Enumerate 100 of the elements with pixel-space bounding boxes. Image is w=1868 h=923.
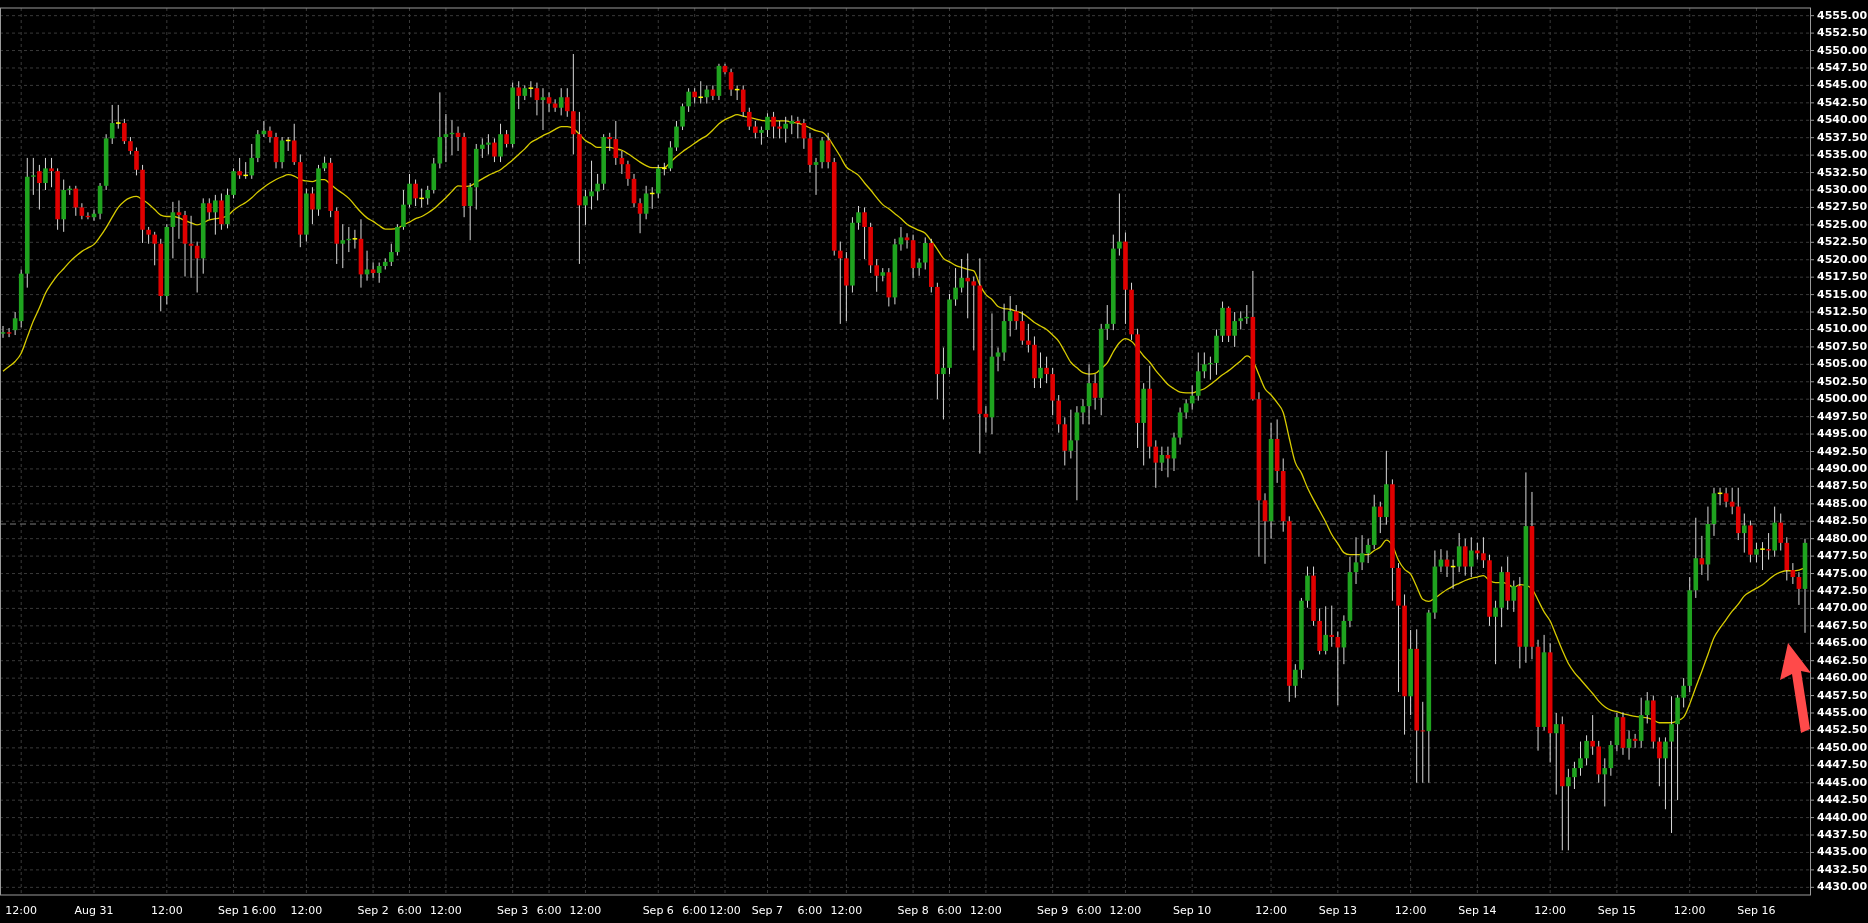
x-tick-label: Sep 6 [642,904,674,917]
x-tick-label: Sep 13 [1318,904,1357,917]
candlestick [231,167,236,199]
x-tick-label: 12:00 [430,904,462,917]
candlestick [540,87,546,131]
candlestick [837,241,843,325]
candlestick [206,197,212,220]
y-tick-label: 4470.00 [1817,601,1868,615]
candlestick [862,206,867,260]
candlestick [965,252,971,319]
candlestick [364,250,370,282]
x-tick-label: 6:00 [1076,904,1102,917]
candlestick [625,160,631,187]
candlestick [1056,394,1062,434]
candlestick [637,197,643,234]
candlestick [43,157,48,191]
y-tick-label: 4500.00 [1817,392,1868,406]
x-tick-label: Sep 10 [1173,904,1212,917]
candlestick [1456,532,1462,573]
y-tick-label: 4435.00 [1817,845,1868,859]
candlestick [219,192,224,231]
y-tick-label: 4457.50 [1817,688,1868,702]
y-tick-label: 4482.50 [1817,514,1868,528]
x-tick-label: 12:00 [290,904,323,917]
candlestick [1566,768,1571,851]
candlestick [558,87,564,116]
x-tick-label: 12:00 [1255,904,1287,917]
y-tick-label: 4510.00 [1817,322,1868,336]
candlestick [1038,351,1043,389]
candlestick [1742,513,1747,554]
candlestick [728,68,734,97]
candlestick [995,347,1001,372]
candlestick [480,137,485,159]
candlestick [1068,409,1074,459]
candlestick [516,80,522,110]
candlestick [1469,536,1474,578]
y-tick-label: 4450.00 [1817,740,1868,754]
candlestick [152,231,157,266]
y-tick-label: 4555.00 [1817,8,1868,22]
candlestick [589,160,594,211]
candlestick [765,112,770,138]
candlestick [425,185,431,206]
candlestick [1232,311,1237,348]
candlestick [1104,304,1110,341]
y-tick-label: 4545.00 [1817,78,1868,92]
x-tick-label: 12:00 [5,904,38,917]
candlestick [213,194,218,236]
y-tick-label: 4462.50 [1817,653,1868,667]
y-tick-label: 4472.50 [1817,583,1868,597]
x-tick-label: Aug 31 [74,904,114,917]
y-tick-label: 4442.50 [1817,793,1868,807]
candlestick [668,140,673,172]
candlestick [122,118,127,145]
y-tick-label: 4535.00 [1817,148,1868,162]
y-tick-label: 4492.50 [1817,444,1868,458]
candlestick [527,80,534,98]
x-tick-label: Sep 9 [1037,904,1069,917]
candlestick [1766,532,1771,561]
y-tick-label: 4477.50 [1817,549,1868,563]
y-tick-label: 4455.00 [1817,706,1868,719]
candlestick [1481,536,1486,569]
candlestick [340,223,346,269]
candlestick [971,275,977,351]
candlestick [170,201,176,259]
candlestick [407,173,412,208]
candlestick [1092,373,1098,411]
x-tick-label: 12:00 [1673,904,1706,917]
candlestick [1553,712,1559,796]
x-tick-label: 12:00 [709,904,741,917]
y-tick-label: 4465.00 [1817,636,1868,650]
candlestick [680,103,685,131]
x-tick-label: Sep 3 [497,904,529,917]
candlestick [1323,605,1328,655]
candlestick [1420,701,1426,784]
x-tick-label: 12:00 [1394,904,1427,917]
y-tick-label: 4432.50 [1817,862,1868,876]
candlestick [1778,513,1784,552]
candlestick [856,205,861,231]
y-tick-label: 4505.00 [1817,357,1868,371]
candlestick [176,199,182,240]
x-tick-label: Sep 1 [217,904,250,917]
candlestick [37,164,42,211]
y-tick-label: 4485.00 [1817,496,1868,510]
x-tick-label: 6:00 [536,904,562,917]
y-tick-label: 4460.00 [1817,671,1868,685]
candlestick [1493,600,1498,665]
candlestick [607,132,613,152]
candlestick [443,113,449,163]
candlestick [771,111,776,139]
y-tick-label: 4490.00 [1817,461,1868,475]
candlestick [49,157,54,188]
candlestick [1153,439,1159,489]
candlestick [249,143,255,180]
candlestick [922,236,928,270]
y-tick-label: 4517.50 [1817,270,1868,284]
candlestick [759,126,764,146]
candlestick [413,179,418,207]
candlestick [953,267,958,307]
candlestick [583,189,588,226]
y-tick-label: 4512.50 [1817,305,1868,319]
